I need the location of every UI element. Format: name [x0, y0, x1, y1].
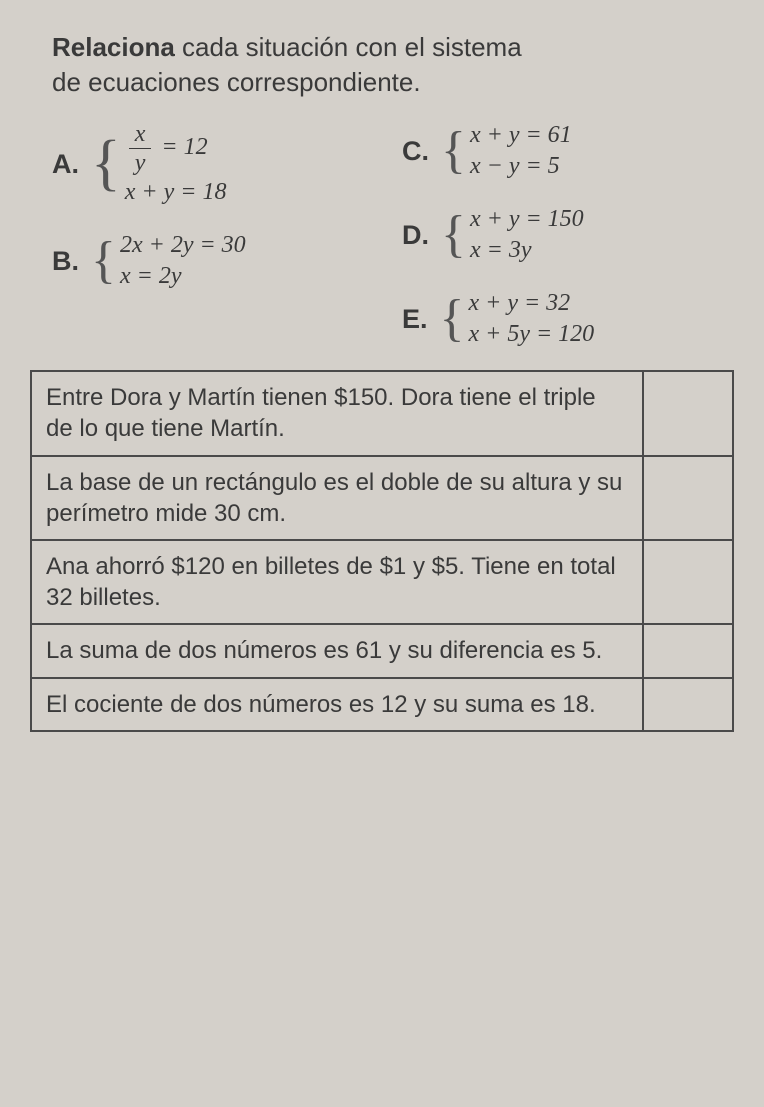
table-row: La suma de dos números es 61 y su difere… [31, 624, 733, 677]
option-e-label: E. [402, 304, 428, 335]
matching-table: Entre Dora y Martín tienen $150. Dora ti… [30, 370, 734, 732]
situation-cell: Ana ahorró $120 en billetes de $1 y $5. … [31, 540, 643, 624]
answer-cell[interactable] [643, 678, 733, 731]
situation-cell: El cociente de dos números es 12 y su su… [31, 678, 643, 731]
option-a-eq2: x + y = 18 [125, 179, 227, 206]
option-d-eq2: x = 3y [470, 237, 584, 264]
table-row: La base de un rectángulo es el doble de … [31, 456, 733, 540]
brace-icon: { [441, 122, 466, 180]
option-a-frac-num: x [129, 122, 152, 149]
option-a-eq1-rhs: = 12 [155, 134, 207, 160]
option-c-eq2: x − y = 5 [470, 153, 572, 180]
answer-cell[interactable] [643, 456, 733, 540]
brace-icon: { [440, 290, 465, 348]
option-a-label: A. [52, 149, 79, 180]
option-a: A. { x y = 12 x + y = 18 [52, 122, 388, 206]
answer-cell[interactable] [643, 540, 733, 624]
option-c-eq1: x + y = 61 [470, 122, 572, 149]
options-grid: A. { x y = 12 x + y = 18 B. { [30, 122, 734, 348]
table-row: Entre Dora y Martín tienen $150. Dora ti… [31, 371, 733, 455]
instruction-bold: Relaciona [52, 32, 175, 62]
answer-cell[interactable] [643, 624, 733, 677]
option-a-frac-den: y [129, 149, 152, 175]
answer-cell[interactable] [643, 371, 733, 455]
situation-cell: Entre Dora y Martín tienen $150. Dora ti… [31, 371, 643, 455]
situation-cell: La base de un rectángulo es el doble de … [31, 456, 643, 540]
option-d: D. { x + y = 150 x = 3y [398, 206, 734, 264]
option-c: C. { x + y = 61 x − y = 5 [398, 122, 734, 180]
option-e-eq1: x + y = 32 [468, 290, 594, 317]
brace-icon: { [91, 122, 121, 206]
situation-cell: La suma de dos números es 61 y su difere… [31, 624, 643, 677]
option-e: E. { x + y = 32 x + 5y = 120 [398, 290, 734, 348]
option-b-eq1: 2x + 2y = 30 [120, 232, 246, 259]
option-b-label: B. [52, 246, 79, 277]
instruction-text: Relaciona cada situación con el sistema … [30, 30, 734, 100]
table-row: El cociente de dos números es 12 y su su… [31, 678, 733, 731]
option-a-eq1: x y = 12 [125, 122, 227, 175]
option-c-label: C. [402, 136, 429, 167]
instruction-rest1: cada situación con el sistema [175, 32, 522, 62]
option-d-eq1: x + y = 150 [470, 206, 584, 233]
option-d-label: D. [402, 220, 429, 251]
option-e-eq2: x + 5y = 120 [468, 321, 594, 348]
brace-icon: { [91, 232, 116, 290]
brace-icon: { [441, 206, 466, 264]
option-b-eq2: x = 2y [120, 263, 246, 290]
instruction-line2: de ecuaciones correspondiente. [52, 67, 421, 97]
option-b: B. { 2x + 2y = 30 x = 2y [52, 232, 388, 290]
table-row: Ana ahorró $120 en billetes de $1 y $5. … [31, 540, 733, 624]
